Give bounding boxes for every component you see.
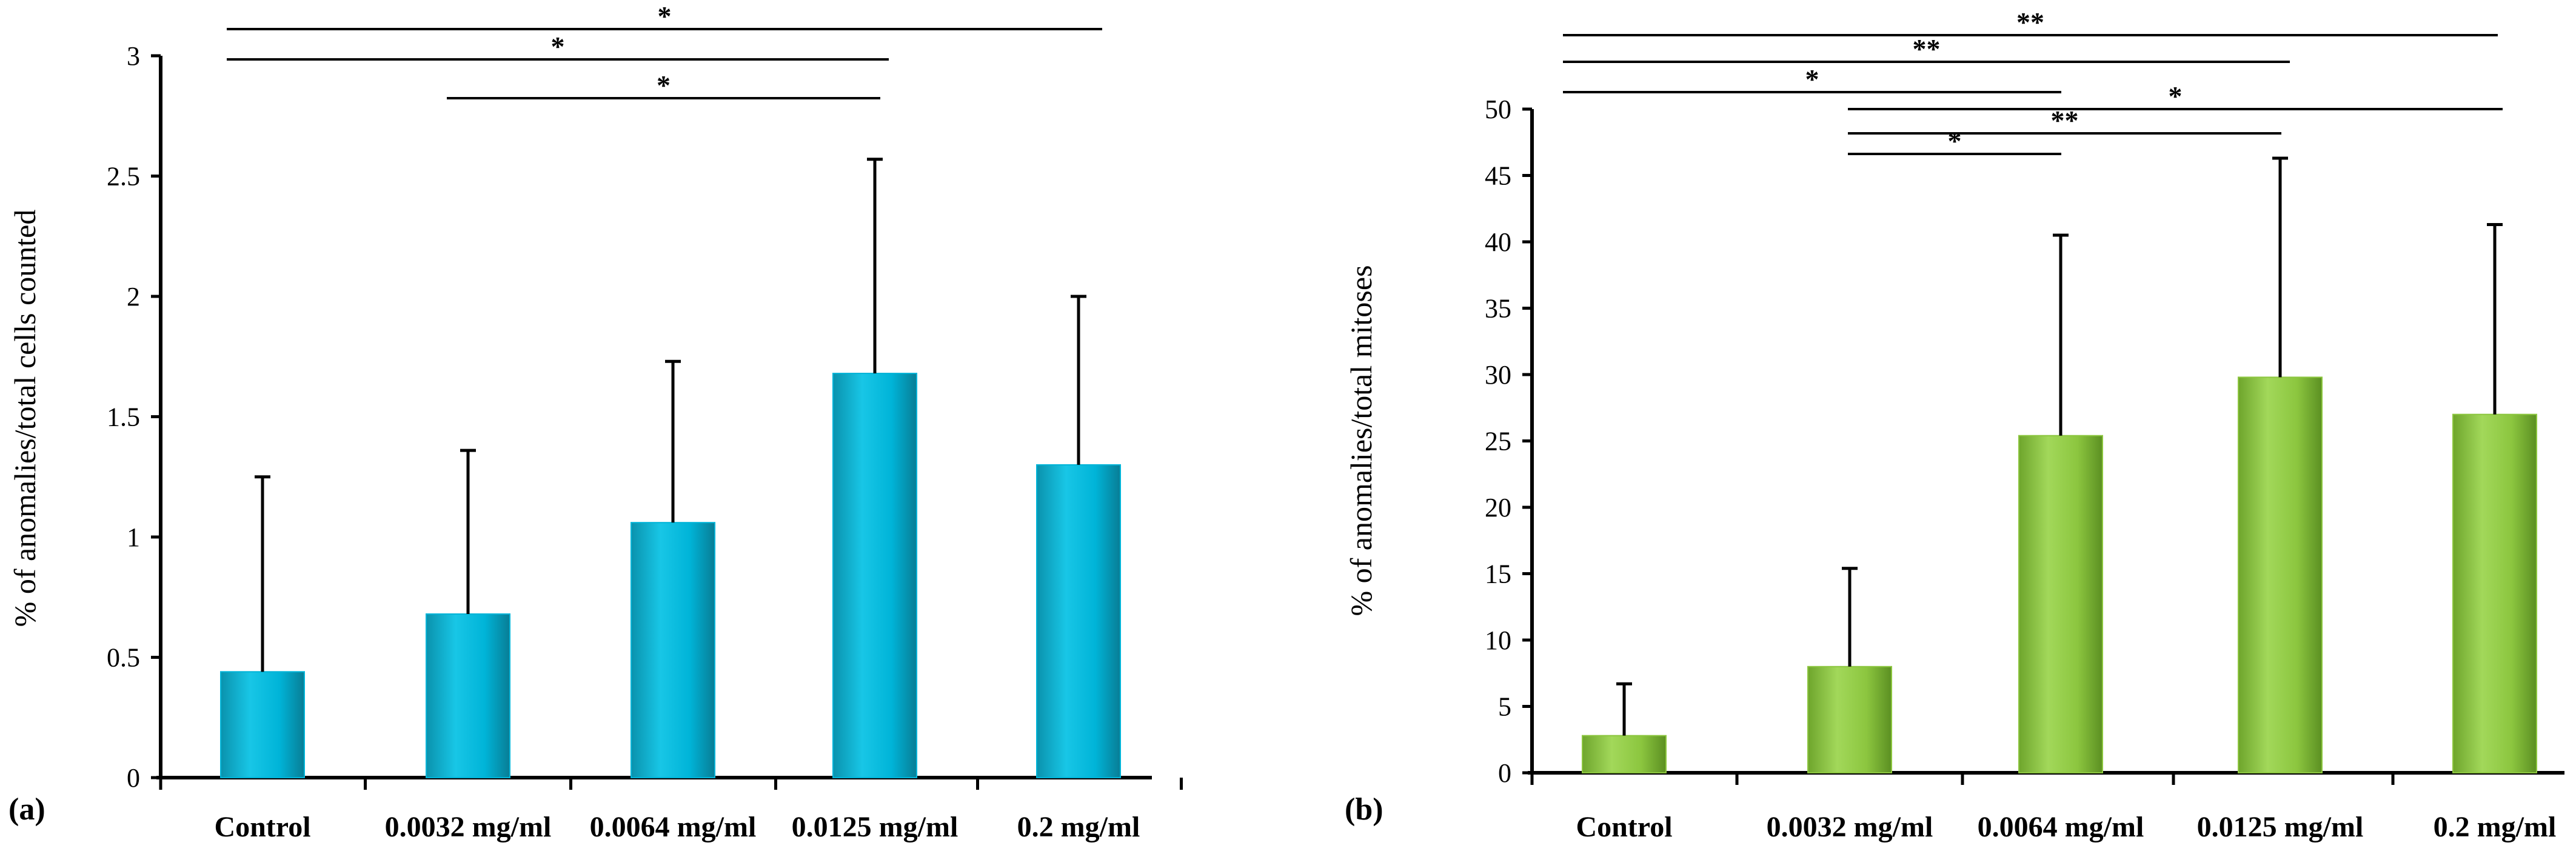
y-tick-label: 35	[1485, 294, 1511, 324]
significance-label: **	[2016, 7, 2044, 38]
bar	[631, 522, 715, 778]
y-axis-label: % of anomalies/total mitoses	[1344, 265, 1378, 616]
category-label: 0.0032 mg/ml	[385, 811, 552, 843]
significance-label: *	[551, 31, 565, 62]
category-label: 0.2 mg/ml	[1017, 811, 1140, 843]
bar	[426, 613, 510, 778]
y-tick-label: 45	[1485, 161, 1511, 191]
y-tick-label: 5	[1498, 692, 1511, 722]
bar	[220, 671, 305, 778]
y-tick-label: 1.5	[107, 402, 140, 432]
category-label: 0.0125 mg/ml	[792, 811, 958, 843]
y-tick-label: 20	[1485, 493, 1511, 522]
significance-label: *	[658, 1, 672, 32]
bar	[1036, 464, 1121, 778]
category-label: 0.2 mg/ml	[2434, 811, 2557, 843]
category-label: 0.0064 mg/ml	[1978, 811, 2144, 843]
significance-label: **	[2051, 105, 2079, 136]
y-tick-label: 0	[1498, 758, 1511, 788]
y-tick-label: 30	[1485, 360, 1511, 390]
y-tick-label: 0.5	[107, 643, 140, 673]
y-tick-label: 40	[1485, 227, 1511, 257]
y-tick-label: 1	[127, 522, 140, 552]
y-axis-label: % of anomalies/total cells counted	[8, 210, 42, 627]
significance-label: *	[1805, 64, 1819, 95]
panel-label: (b)	[1345, 792, 1383, 827]
bar	[2018, 435, 2103, 773]
bar	[1807, 666, 1892, 774]
y-tick-label: 3	[127, 41, 140, 71]
category-label: Control	[214, 811, 310, 843]
bar	[2238, 376, 2323, 773]
panel-label: (a)	[8, 792, 45, 827]
y-tick-label: 10	[1485, 625, 1511, 655]
y-tick-label: 25	[1485, 427, 1511, 456]
significance-label: **	[1913, 33, 1941, 64]
bar	[2452, 413, 2537, 773]
bar	[1582, 735, 1667, 774]
category-label: 0.0125 mg/ml	[2197, 811, 2364, 843]
chart-b: % of anomalies/total mitoses (b) 0 5 10 15 2…	[1344, 7, 2564, 843]
category-label: 0.0032 mg/ml	[1767, 811, 1933, 843]
significance-label: *	[1948, 125, 1962, 156]
significance-label: *	[2169, 81, 2183, 112]
y-tick-label: 0	[127, 763, 140, 793]
category-label: 0.0064 mg/ml	[590, 811, 757, 843]
y-tick-label: 15	[1485, 559, 1511, 589]
significance-label: *	[657, 70, 671, 101]
y-tick-label: 2.5	[107, 162, 140, 192]
category-label: Control	[1576, 811, 1672, 843]
bar	[832, 373, 917, 778]
y-tick-label: 2	[127, 282, 140, 312]
chart-a: % of anomalies/total cells counted (a) 0…	[8, 1, 1183, 843]
y-tick-label: 50	[1485, 95, 1511, 124]
